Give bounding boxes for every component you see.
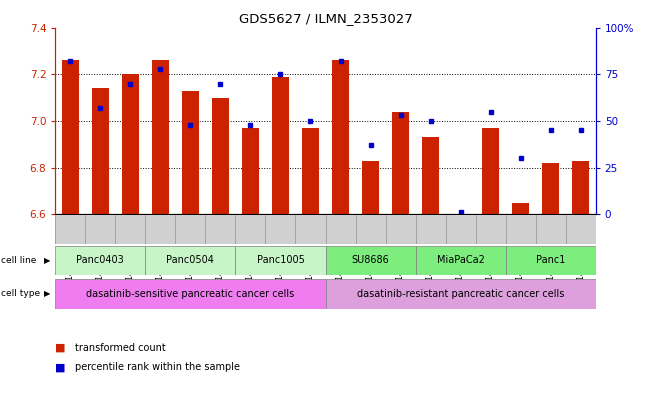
Text: SU8686: SU8686	[352, 255, 389, 265]
Text: dasatinib-sensitive pancreatic cancer cells: dasatinib-sensitive pancreatic cancer ce…	[87, 289, 294, 299]
Text: cell type: cell type	[1, 289, 40, 298]
Text: ■: ■	[55, 362, 66, 373]
Bar	[572, 160, 589, 214]
Text: cell line: cell line	[1, 256, 36, 265]
Bar	[236, 246, 326, 275]
Bar	[512, 202, 529, 214]
Bar	[415, 246, 506, 275]
Bar	[242, 128, 258, 214]
Bar	[332, 60, 349, 214]
Text: GDS5627 / ILMN_2353027: GDS5627 / ILMN_2353027	[239, 12, 412, 25]
Bar	[62, 60, 79, 214]
Bar	[482, 128, 499, 214]
Text: ■: ■	[55, 343, 66, 353]
Bar	[542, 163, 559, 214]
Text: dasatinib-resistant pancreatic cancer cells: dasatinib-resistant pancreatic cancer ce…	[357, 289, 564, 299]
Bar	[272, 77, 289, 214]
Text: ▶: ▶	[44, 289, 51, 298]
Bar	[122, 74, 139, 214]
Bar	[393, 112, 409, 214]
Bar	[302, 128, 319, 214]
Bar	[326, 246, 415, 275]
Text: ▶: ▶	[44, 256, 51, 265]
Bar	[182, 90, 199, 214]
Bar	[152, 60, 169, 214]
Text: Panc1: Panc1	[536, 255, 565, 265]
Text: transformed count: transformed count	[75, 343, 165, 353]
Text: Panc1005: Panc1005	[256, 255, 305, 265]
Bar	[422, 137, 439, 214]
Bar	[212, 97, 229, 214]
Bar	[92, 88, 109, 214]
Bar	[506, 246, 596, 275]
Text: percentile rank within the sample: percentile rank within the sample	[75, 362, 240, 373]
Bar	[55, 279, 325, 309]
Text: MiaPaCa2: MiaPaCa2	[437, 255, 484, 265]
Bar	[362, 160, 379, 214]
Bar	[326, 279, 596, 309]
Bar	[145, 246, 236, 275]
Bar	[55, 246, 145, 275]
Text: Panc0403: Panc0403	[76, 255, 124, 265]
Text: Panc0504: Panc0504	[167, 255, 214, 265]
